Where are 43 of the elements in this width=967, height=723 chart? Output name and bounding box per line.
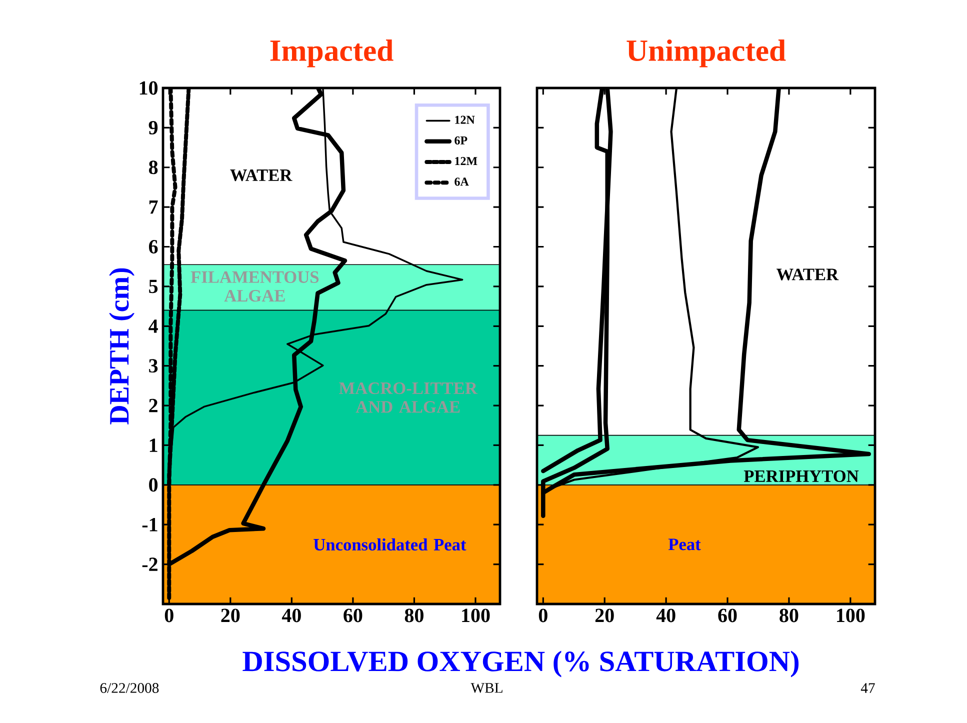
x-tick-label: 80 <box>780 608 798 622</box>
x-tick-label: 40 <box>282 608 301 622</box>
y-tick-label: -1 <box>142 518 158 532</box>
legend-label: 6A <box>454 178 469 186</box>
y-tick-label: 7 <box>149 200 158 214</box>
band-label: PERIPHYTON <box>744 470 859 482</box>
annotation: WATER <box>776 268 839 280</box>
band-label: Peat <box>668 538 701 550</box>
y-tick-label: -2 <box>142 558 158 571</box>
text: 47 <box>860 683 875 693</box>
x-tick-label: 100 <box>462 608 490 622</box>
band-label: FILAMENTOUS ALGAE <box>190 271 319 302</box>
text: WBL <box>470 683 502 693</box>
y-tick-label: 9 <box>148 120 158 134</box>
band-label: Unconsolidated Peat <box>314 538 466 551</box>
annotation: WATER <box>230 169 292 182</box>
y-tick-label: 5 <box>149 280 158 294</box>
chart-title: Impacted <box>270 39 394 68</box>
y-tick-label: 10 <box>140 81 158 95</box>
x-tick-label: 0 <box>538 608 548 622</box>
legend-label: 12M <box>455 157 478 165</box>
x-tick-label: 60 <box>344 608 362 622</box>
y-tick-label: 3 <box>149 359 158 373</box>
x-tick-label: 20 <box>221 608 240 622</box>
y-axis-title: DEPTH (cm) <box>109 268 134 424</box>
x-tick-label: 0 <box>164 608 174 622</box>
x-tick-label: 60 <box>718 608 737 622</box>
y-tick-label: 1 <box>150 438 158 452</box>
x-tick-label: 100 <box>837 608 865 622</box>
y-tick-label: 8 <box>148 160 158 174</box>
x-axis-title: DISSOLVED OXYGEN (% SATURATION) <box>242 650 799 678</box>
x-tick-label: 20 <box>595 608 614 622</box>
y-tick-label: 2 <box>149 398 158 412</box>
y-tick-label: 0 <box>149 478 158 492</box>
x-tick-label: 80 <box>404 608 424 622</box>
legend-label: 12N <box>455 116 475 124</box>
y-tick-label: 6 <box>148 240 158 254</box>
x-tick-label: 40 <box>656 608 676 622</box>
text: 6/22/2008 <box>100 683 159 693</box>
band-label: MACRO-LITTER AND ALGAE <box>339 382 478 413</box>
legend-label: 6P <box>454 136 468 144</box>
y-tick-label: 4 <box>148 320 158 333</box>
chart-title: Unimpacted <box>626 39 786 68</box>
